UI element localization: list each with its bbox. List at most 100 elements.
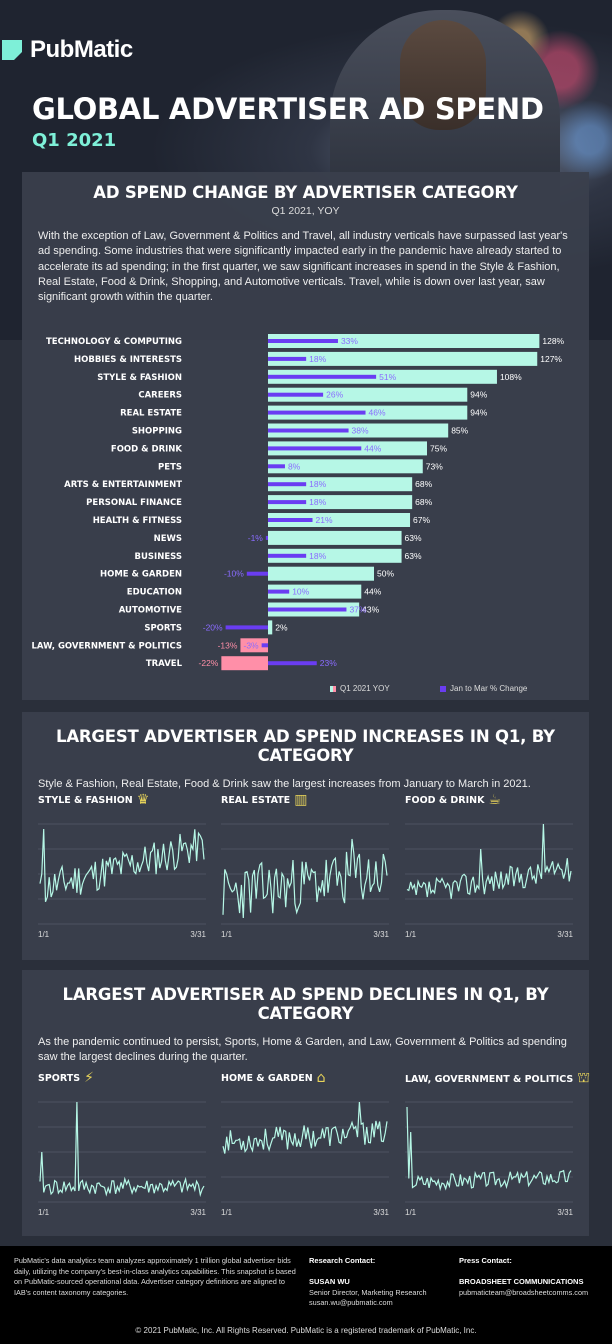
yoy-bar — [268, 477, 413, 492]
research-email[interactable]: susan.wu@pubmatic.com — [309, 1298, 393, 1307]
yoy-value-label: 2% — [275, 622, 288, 632]
mom-value-label: 38% — [352, 426, 369, 436]
trend-line — [222, 1101, 388, 1154]
yoy-bar — [268, 351, 538, 366]
yoy-value-label: -13% — [218, 640, 238, 650]
category-label: TRAVEL — [146, 659, 183, 669]
mom-value-label: -10% — [224, 569, 244, 579]
yoy-bar — [268, 530, 402, 545]
yoy-bar — [268, 495, 413, 510]
mom-value-label: 10% — [292, 587, 309, 597]
yoy-value-label: 63% — [405, 551, 422, 561]
mom-bar — [268, 339, 338, 343]
yoy-bar — [221, 656, 268, 671]
section2-intro: Style & Fashion, Real Estate, Food & Dri… — [38, 778, 531, 790]
research-title: Senior Director, Marketing Research — [309, 1287, 427, 1297]
trend-line — [222, 838, 388, 919]
trend-line-chart — [405, 823, 573, 925]
yoy-value-label: 67% — [413, 515, 430, 525]
section3-intro: As the pandemic continued to persist, Sp… — [38, 1036, 567, 1064]
trend-line-chart — [221, 1101, 389, 1203]
mom-value-label: 18% — [309, 479, 326, 489]
yoy-bar — [268, 334, 540, 348]
mom-value-label: 51% — [379, 372, 396, 382]
runner-icon: ⚡ — [84, 1070, 94, 1086]
category-label: PETS — [158, 462, 182, 472]
trend-start-date: 1/1 — [221, 930, 233, 939]
press-name: BROADSHEET COMMUNICATIONS — [459, 1277, 584, 1286]
category-label: BUSINESS — [135, 552, 182, 562]
section1-subtitle: Q1 2021, YOY — [271, 205, 340, 217]
trend-line-chart — [405, 1101, 573, 1203]
mom-value-label: 8% — [288, 461, 301, 471]
mom-bar — [268, 356, 307, 361]
yoy-bar — [240, 638, 268, 653]
press-email[interactable]: pubmaticteam@broadsheetcomms.com — [459, 1287, 589, 1297]
yoy-value-label: 43% — [362, 605, 379, 615]
yoy-value-label: 85% — [451, 426, 468, 436]
footer-about: PubMatic's data analytics team analyzes … — [14, 1256, 296, 1297]
mom-value-label: 18% — [309, 497, 326, 507]
category-label: SPORTS — [144, 623, 182, 633]
copyright: © 2021 PubMatic, Inc. All Rights Reserve… — [135, 1326, 477, 1335]
mom-value-label: 33% — [341, 336, 358, 346]
trend-end-date: 3/31 — [190, 1208, 206, 1217]
category-label: HOBBIES & INTERESTS — [74, 355, 182, 365]
category-label: AUTOMOTIVE — [119, 606, 182, 616]
legend-yoy-swatch — [330, 685, 336, 692]
trend-label: HOME & GARDEN — [221, 1072, 313, 1084]
trend-label: REAL ESTATE — [221, 794, 291, 806]
mom-bar — [268, 374, 377, 379]
mom-bar — [265, 535, 268, 540]
trend-label: LAW, GOVERNMENT & POLITICS — [405, 1073, 574, 1085]
page-title: GLOBAL ADVERTISER AD SPEND — [32, 92, 544, 126]
trend-end-date: 3/31 — [557, 930, 573, 939]
yoy-value-label: 68% — [415, 497, 432, 507]
yoy-value-label: 44% — [364, 587, 381, 597]
building-icon: ▥ — [294, 792, 308, 808]
category-label: NEWS — [154, 534, 182, 544]
press-heading: Press Contact: — [459, 1256, 512, 1265]
category-label: LAW, GOVERNMENT & POLITICS — [31, 641, 182, 651]
research-name: SUSAN WU — [309, 1277, 350, 1286]
trend-end-date: 3/31 — [373, 1208, 389, 1217]
category-label: EDUCATION — [127, 588, 182, 598]
section1-intro: With the exception of Law, Government & … — [38, 230, 568, 304]
footer: PubMatic's data analytics team analyzes … — [0, 1246, 612, 1344]
yoy-value-label: 94% — [470, 390, 487, 400]
mom-value-label: 18% — [309, 354, 326, 364]
law-gov-trend: LAW, GOVERNMENT & POLITICS ⛫ 1/1 3/31 — [405, 1070, 590, 1220]
yoy-value-label: 75% — [430, 443, 447, 453]
mom-value-label: 46% — [369, 408, 386, 418]
fashion-icon: ♛ — [136, 792, 150, 808]
trend-line-chart — [221, 823, 389, 925]
yoy-bar — [268, 369, 497, 384]
yoy-value-label: 127% — [540, 354, 562, 364]
category-change-panel: AD SPEND CHANGE BY ADVERTISER CATEGORY Q… — [22, 172, 589, 700]
yoy-bar — [268, 405, 468, 420]
food-icon: ☕ — [488, 792, 502, 808]
house-icon: ⌂ — [316, 1070, 326, 1086]
category-label: SHOPPING — [132, 427, 182, 437]
mom-bar — [268, 589, 290, 594]
section1-title: AD SPEND CHANGE BY ADVERTISER CATEGORY — [93, 183, 518, 202]
trend-line — [39, 828, 205, 903]
mom-value-label: 18% — [309, 551, 326, 561]
trend-line — [406, 1106, 572, 1192]
mom-bar — [268, 607, 347, 612]
mom-value-label: 23% — [320, 658, 337, 668]
mom-bar — [225, 625, 268, 630]
home-garden-trend: HOME & GARDEN ⌂ 1/1 3/31 — [221, 1070, 389, 1220]
mom-bar — [268, 661, 317, 666]
trend-start-date: 1/1 — [38, 1208, 50, 1217]
trend-label: STYLE & FASHION — [38, 794, 133, 806]
yoy-bar — [268, 566, 374, 581]
category-bar-chart: TECHNOLOGY & COMPUTING 128% 33% HOBBIES & I… — [31, 334, 565, 671]
yoy-value-label: 94% — [470, 408, 487, 418]
trend-label: FOOD & DRINK — [405, 794, 485, 806]
logo-mark-icon — [2, 40, 22, 60]
mom-bar — [268, 482, 307, 487]
mom-bar — [268, 392, 324, 397]
trend-end-date: 3/31 — [557, 1208, 573, 1217]
category-label: PERSONAL FINANCE — [86, 498, 182, 508]
